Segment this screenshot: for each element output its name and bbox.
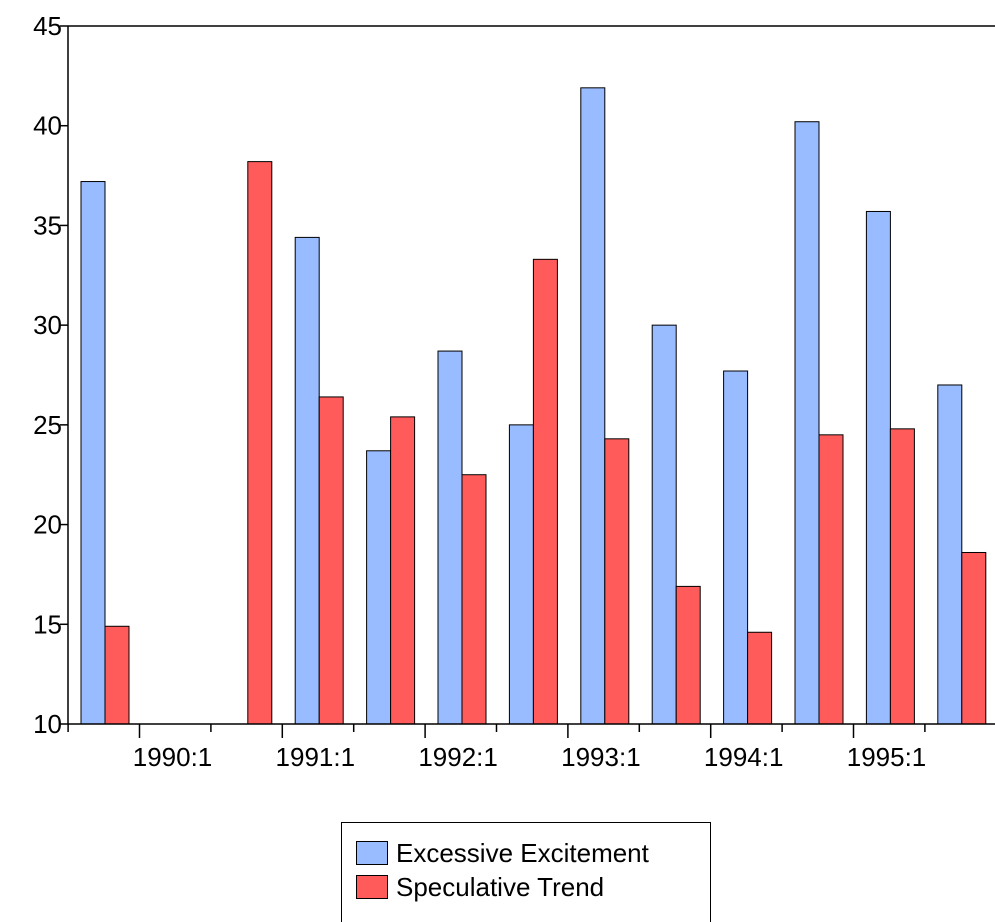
bar-excessive-excitement-1995-3 [937,384,963,725]
bar-excessive-excitement-1995-1 [865,210,891,725]
bar-speculative-trend-1992-1 [461,474,487,725]
y-tick-label-15: 15 [33,609,62,639]
bar-excessive-excitement-1994-3 [794,121,820,725]
legend: Excessive Excitement Speculative Trend [341,822,711,922]
y-tick-label-10: 10 [33,709,62,739]
y-tick-label-25: 25 [33,410,62,440]
bar-excessive-excitement-1989-3 [80,181,106,725]
bar-excessive-excitement-1993-1 [580,87,606,725]
legend-item-speculative-trend: Speculative Trend [356,871,604,903]
bar-speculative-trend-1995-1 [889,428,915,725]
bar-excessive-excitement-1993-3 [651,324,677,725]
bar-excessive-excitement-1991-1 [294,236,320,725]
y-tick-label-45: 45 [33,11,62,41]
legend-item-excessive-excitement: Excessive Excitement [356,837,649,869]
bar-speculative-trend-1990-3 [247,161,273,725]
bar-excessive-excitement-1992-1 [437,350,463,725]
bar-excessive-excitement-1994-1 [723,370,749,725]
bar-speculative-trend-1993-1 [604,438,630,725]
x-tick-label-1995-1: 1995:1 [847,742,927,772]
x-tick-label-1994-1: 1994:1 [704,742,784,772]
bar-speculative-trend-1994-1 [747,631,773,725]
x-tick-label-1991-1: 1991:1 [276,742,356,772]
y-tick-label-35: 35 [33,210,62,240]
legend-swatch-speculative-trend [356,875,388,899]
bar-speculative-trend-1994-3 [818,434,844,725]
bar-speculative-trend-1991-3 [390,416,416,725]
bar-speculative-trend-1995-3 [961,551,987,725]
y-tick-label-30: 30 [33,310,62,340]
x-tick-label-1993-1: 1993:1 [561,742,641,772]
legend-label-speculative-trend: Speculative Trend [396,871,605,902]
x-tick-label-1990-1: 1990:1 [133,742,213,772]
x-tick-label-1992-1: 1992:1 [418,742,498,772]
legend-label-excessive-excitement: Excessive Excitement [396,837,649,868]
y-tick-label-40: 40 [33,111,62,141]
bar-speculative-trend-1991-1 [318,396,344,725]
bar-speculative-trend-1992-3 [532,258,558,725]
bar-excessive-excitement-1992-3 [508,424,534,725]
bar-chart: 10 15 20 25 30 35 40 45 1990:1 1991:1 1992:1 1993:1… [33,11,995,772]
legend-swatch-excessive-excitement [356,841,388,865]
y-tick-label-20: 20 [33,510,62,540]
bar-speculative-trend-1989-3 [104,625,130,725]
bar-speculative-trend-1993-3 [675,585,701,725]
bar-excessive-excitement-1991-3 [366,450,392,725]
